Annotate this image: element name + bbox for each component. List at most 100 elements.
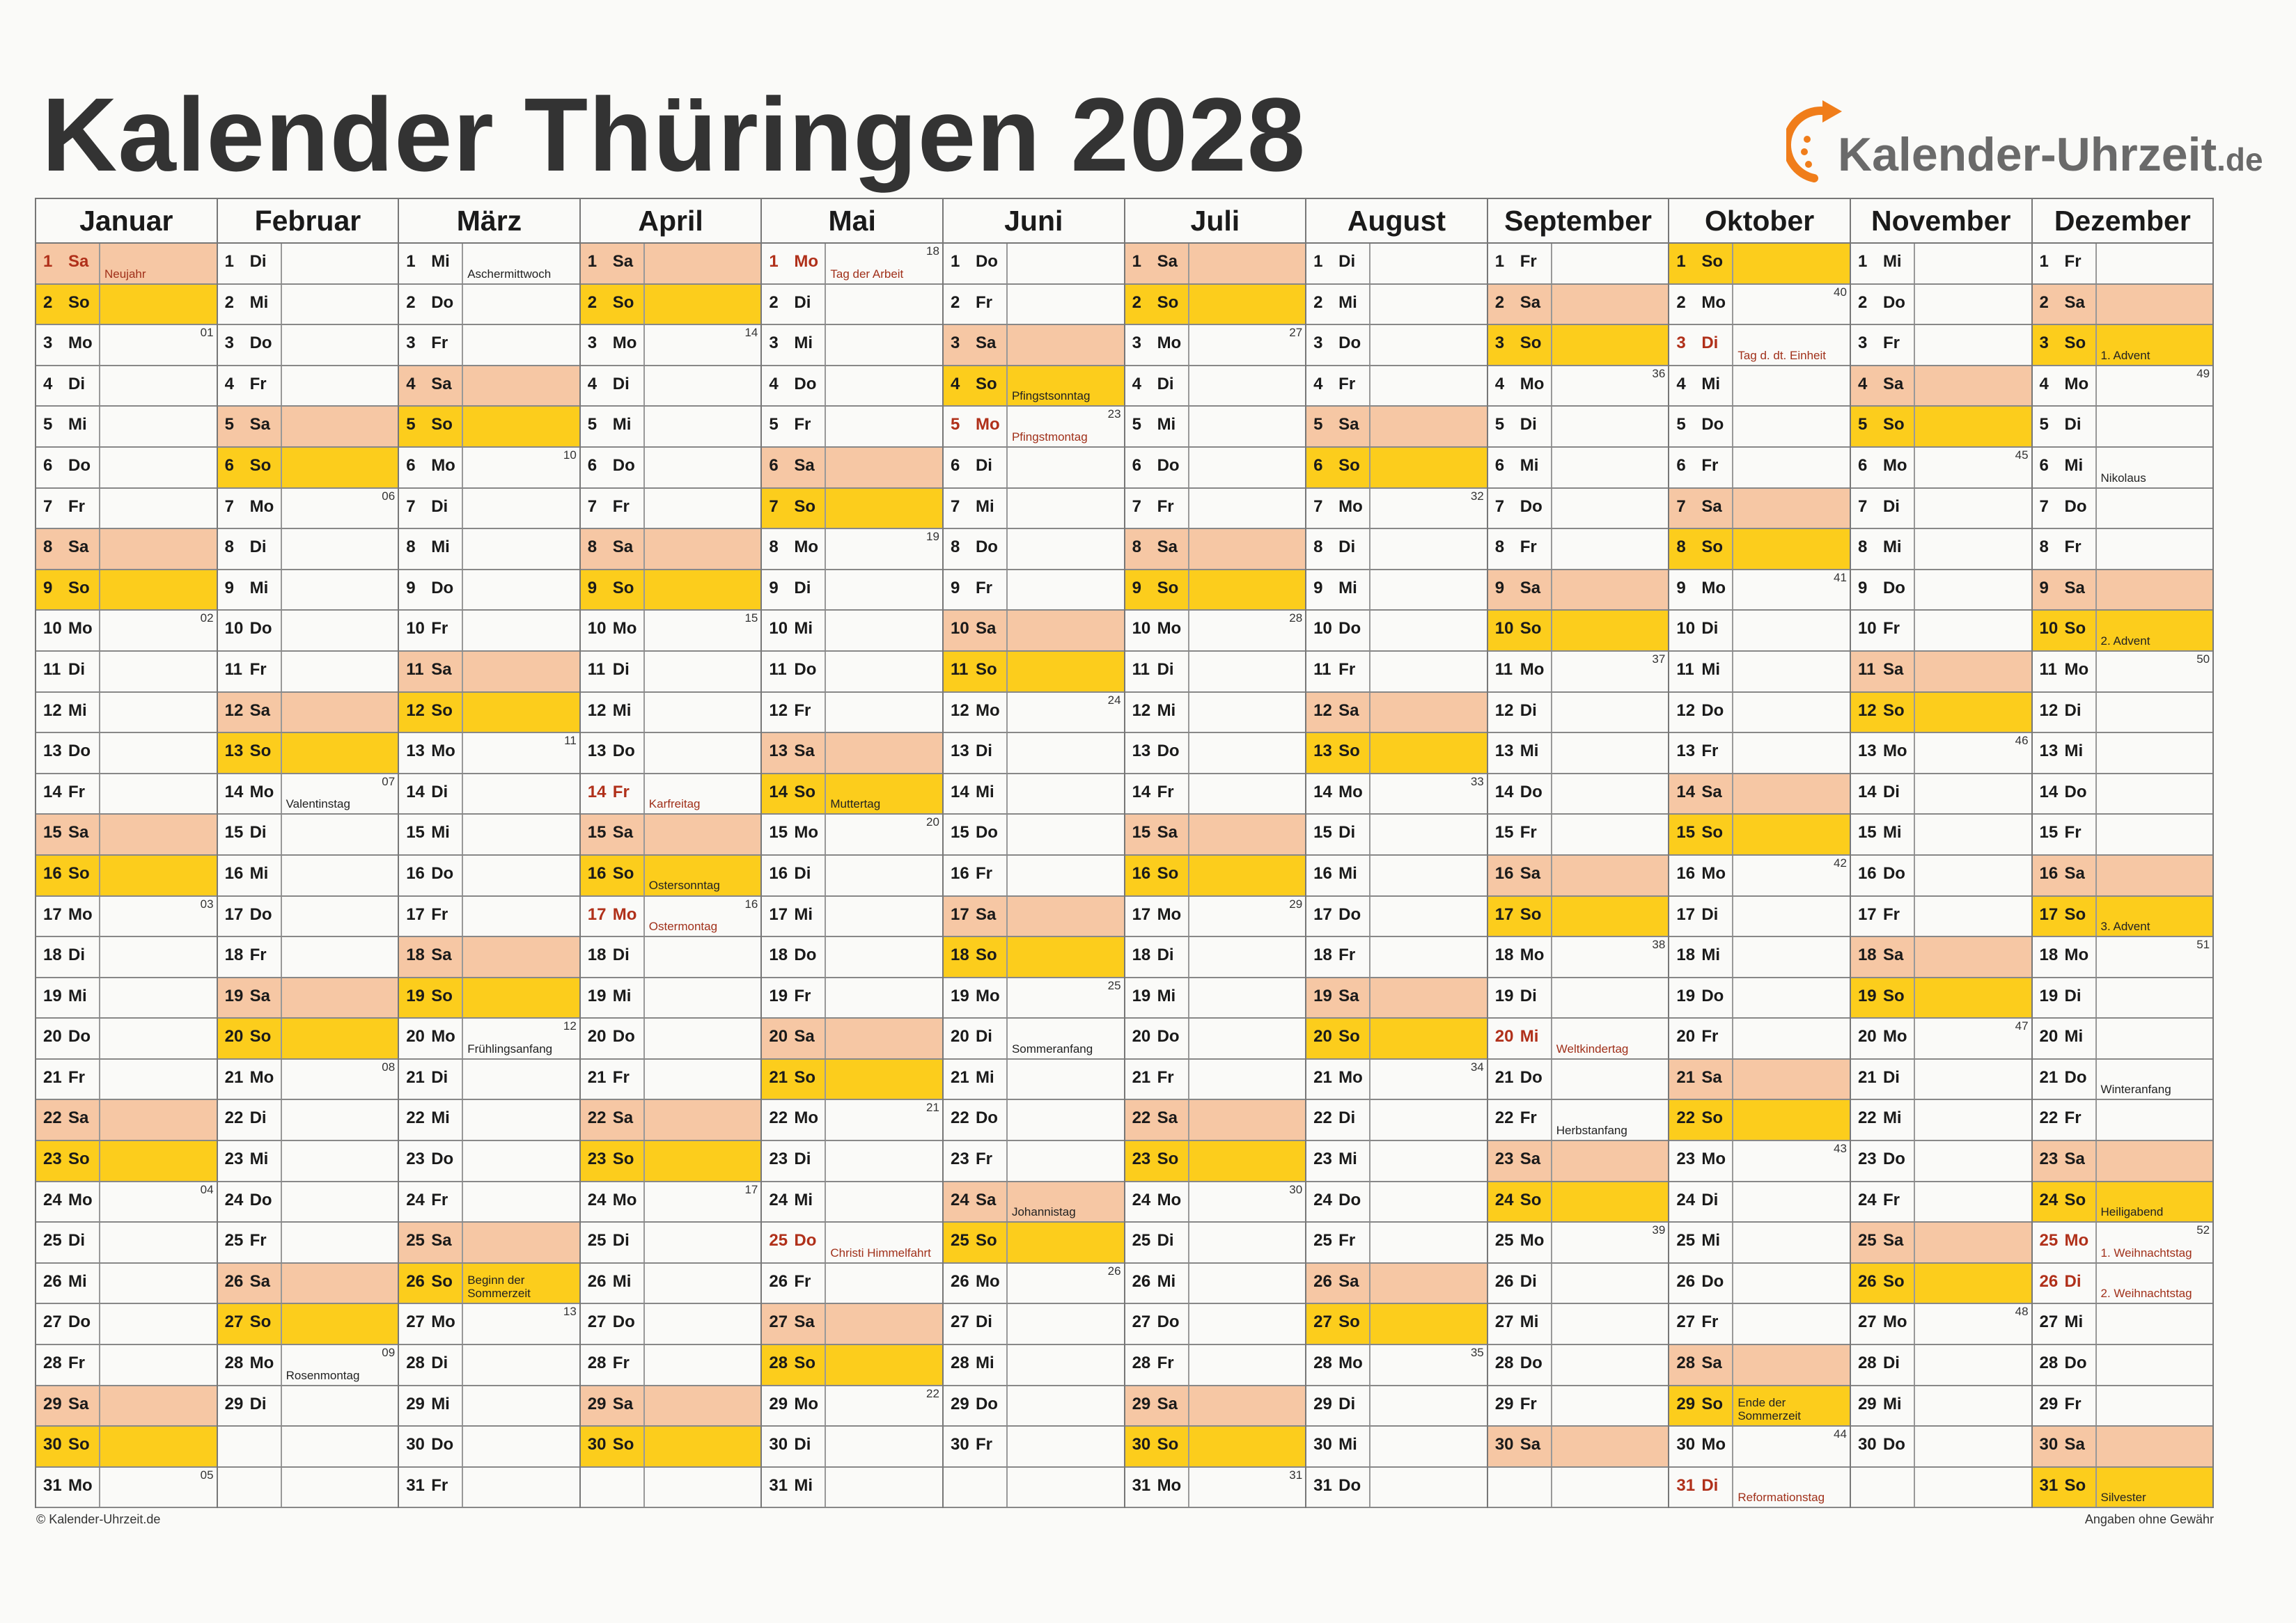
day-cell-right — [281, 1263, 398, 1303]
day-number: 14 — [43, 782, 62, 801]
day-number: 11 — [1857, 659, 1876, 679]
day-cell: 26 Mi — [36, 1263, 217, 1305]
day-cell-left: 20 Do — [581, 1019, 645, 1058]
day-number: 19 — [1857, 986, 1877, 1005]
day-cell: 21 Fr — [1125, 1059, 1306, 1101]
day-cell-left: 7 Do — [1488, 488, 1552, 528]
day-number: 22 — [1494, 1108, 1514, 1128]
day-cell-left: 17 Fr — [1851, 896, 1915, 936]
day-cell: 24 Fr — [399, 1182, 579, 1223]
weekday-label: Fr — [1882, 904, 1900, 924]
weekday-label: Mi — [975, 1067, 994, 1087]
day-cell-left: 16 Di — [762, 855, 827, 895]
day-cell-right — [645, 733, 761, 773]
day-cell-right — [1915, 1141, 2031, 1181]
day-cell: 3 Fr — [399, 325, 579, 366]
day-cell-right: 13 — [463, 1304, 579, 1344]
weekday-label: So — [1701, 1108, 1724, 1128]
weekday-label: Mo — [1882, 1312, 1907, 1332]
month-header: April — [580, 199, 761, 244]
day-cell-left: 17 Mo — [581, 896, 645, 936]
day-number: 5 — [1494, 415, 1505, 434]
day-cell-right: 28 — [1189, 611, 1306, 650]
day-cell: 9 Sa — [2032, 570, 2213, 611]
day-cell-left: 19 Mi — [36, 978, 100, 1018]
day-cell-left: 4 Do — [762, 366, 827, 406]
day-cell-left: 9 Mi — [1306, 570, 1371, 610]
day-number: 17 — [406, 904, 425, 924]
weekday-label: Mo — [1338, 1067, 1363, 1087]
day-cell: 23 Di — [762, 1141, 942, 1182]
day-cell: 21 Di — [1850, 1059, 2031, 1101]
weekday-label: Fr — [1520, 1108, 1537, 1128]
day-number: 12 — [769, 700, 788, 720]
day-number: 1 — [1494, 252, 1505, 271]
day-cell: 9 Do — [399, 570, 579, 611]
day-number: 14 — [1494, 782, 1514, 801]
day-cell-left: 11 Mi — [1669, 651, 1734, 691]
day-cell-right: 29 — [1189, 897, 1306, 936]
day-cell: 21 Di — [399, 1059, 579, 1101]
day-number: 17 — [224, 904, 244, 924]
day-cell: 26 Di 2. Weihnachtstag — [2032, 1263, 2213, 1305]
day-cell-left: 3 Di — [1669, 325, 1734, 365]
day-cell: 13 Do — [1125, 733, 1306, 774]
site-logo[interactable]: Kalender-Uhrzeit.de — [1786, 96, 2263, 194]
weekday-label: Do — [975, 823, 998, 842]
day-cell-left: 19 Sa — [1306, 978, 1371, 1018]
day-cell-left: 3 Mo — [581, 325, 645, 365]
day-cell-right — [1552, 1386, 1669, 1426]
weekday-label: Fr — [975, 863, 992, 883]
day-cell-right — [1552, 1468, 1669, 1507]
day-number: 3 — [43, 334, 53, 353]
month-column-mai: Mai 1 Mo 18 Tag der Arbeit 2 Di 3 Mi 4 Do 5 Fr 6 Sa 7 So… — [762, 199, 944, 1509]
day-cell-left: 27 So — [1306, 1304, 1371, 1344]
day-cell-right — [1733, 774, 1850, 814]
day-cell-right — [1915, 774, 2031, 814]
day-cell-left: 26 Di — [1488, 1263, 1552, 1303]
day-number: 8 — [950, 538, 960, 557]
day-cell: 22 Di — [1306, 1100, 1487, 1142]
day-cell-left: 4 Fr — [218, 366, 282, 406]
weekday-label: Do — [975, 538, 998, 557]
weekday-label: Mi — [975, 1354, 994, 1373]
day-cell-right — [1370, 1386, 1487, 1426]
day-number: 30 — [43, 1435, 62, 1455]
day-cell-right — [1008, 285, 1124, 324]
weekday-label: Do — [1157, 1027, 1180, 1046]
event-label: 3. Advent — [2100, 920, 2150, 934]
day-cell-left: 9 Do — [399, 570, 464, 610]
day-cell: 3 So 1. Advent — [2032, 325, 2213, 366]
month-header: März — [399, 199, 579, 244]
day-cell-right — [644, 1141, 761, 1181]
day-cell-right: Reformationstag — [1733, 1468, 1850, 1507]
day-number: 4 — [224, 374, 234, 393]
day-number: 29 — [769, 1394, 788, 1413]
week-number: 48 — [2015, 1305, 2029, 1319]
day-cell-left: 29 Fr — [2033, 1386, 2097, 1426]
weekday-label: Di — [975, 455, 992, 475]
day-cell-right — [1552, 1264, 1669, 1303]
weekday-label: So — [1157, 1435, 1179, 1455]
day-cell-left: 22 Mi — [399, 1100, 464, 1140]
day-cell-right: 36 — [1552, 366, 1669, 406]
day-cell-right — [463, 937, 579, 977]
day-cell-left: 16 So — [36, 855, 100, 895]
weekday-label: Do — [1520, 1067, 1543, 1087]
weekday-label: Di — [612, 1231, 630, 1250]
day-cell-left: 29 Mo — [762, 1386, 827, 1426]
day-cell-right — [1733, 244, 1850, 283]
weekday-label: Fr — [2064, 538, 2082, 557]
day-cell: 15 Mo 20 — [762, 815, 942, 856]
day-number: 5 — [587, 415, 598, 434]
day-cell: 30 Mi — [1306, 1427, 1487, 1468]
day-cell-left: 11 Di — [581, 651, 645, 691]
weekday-label: Mo — [2064, 946, 2089, 965]
day-number: 21 — [1313, 1067, 1332, 1087]
day-cell: 22 Do — [943, 1100, 1124, 1142]
day-cell-left: 16 Sa — [1487, 855, 1552, 895]
weekday-label: Mi — [431, 1394, 450, 1413]
day-cell: 12 Mo 24 — [943, 692, 1124, 734]
week-number: 04 — [200, 1182, 214, 1196]
day-cell-left: 10 Sa — [943, 611, 1008, 650]
